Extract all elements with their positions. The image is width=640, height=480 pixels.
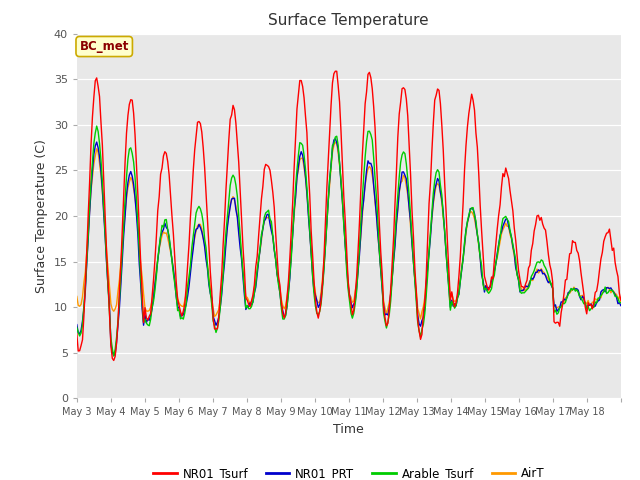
AirT: [417, 316, 424, 322]
Arable_Tsurf: [545, 273, 552, 278]
AirT: [332, 140, 339, 145]
Line: NR01_PRT: NR01_PRT: [77, 139, 621, 356]
NR01_Tsurf: [545, 252, 552, 257]
AirT: [545, 276, 552, 282]
NR01_PRT: [332, 136, 339, 142]
NR01_PRT: [616, 300, 623, 305]
NR01_Tsurf: [92, 78, 99, 84]
NR01_Tsurf: [356, 220, 364, 226]
Line: Arable_Tsurf: Arable_Tsurf: [77, 126, 621, 356]
AirT: [92, 153, 99, 159]
Arable_Tsurf: [617, 300, 625, 306]
NR01_PRT: [110, 353, 118, 359]
NR01_PRT: [617, 303, 625, 309]
Legend: NR01_Tsurf, NR01_PRT, Arable_Tsurf, AirT: NR01_Tsurf, NR01_PRT, Arable_Tsurf, AirT: [148, 463, 549, 480]
Title: Surface Temperature: Surface Temperature: [269, 13, 429, 28]
NR01_Tsurf: [108, 356, 116, 361]
Y-axis label: Surface Temperature (C): Surface Temperature (C): [35, 139, 48, 293]
Arable_Tsurf: [93, 123, 100, 129]
NR01_PRT: [463, 219, 471, 225]
NR01_Tsurf: [616, 290, 623, 296]
AirT: [617, 299, 625, 305]
AirT: [616, 294, 623, 300]
NR01_PRT: [73, 322, 81, 327]
NR01_PRT: [356, 252, 364, 258]
NR01_PRT: [545, 280, 552, 286]
NR01_PRT: [108, 349, 116, 355]
Arable_Tsurf: [111, 347, 119, 352]
NR01_Tsurf: [463, 124, 471, 130]
X-axis label: Time: Time: [333, 423, 364, 436]
NR01_Tsurf: [332, 68, 339, 74]
Text: BC_met: BC_met: [79, 40, 129, 53]
Line: AirT: AirT: [77, 143, 621, 319]
NR01_Tsurf: [617, 297, 625, 303]
Arable_Tsurf: [92, 130, 99, 136]
AirT: [354, 266, 362, 272]
Arable_Tsurf: [356, 245, 364, 251]
NR01_Tsurf: [73, 331, 81, 336]
AirT: [463, 221, 471, 227]
NR01_PRT: [92, 143, 99, 149]
Line: NR01_Tsurf: NR01_Tsurf: [77, 71, 621, 360]
Arable_Tsurf: [616, 300, 623, 305]
AirT: [73, 294, 81, 300]
Arable_Tsurf: [463, 218, 471, 224]
Arable_Tsurf: [110, 353, 118, 359]
NR01_Tsurf: [110, 358, 118, 363]
Arable_Tsurf: [73, 324, 81, 330]
AirT: [108, 306, 116, 312]
